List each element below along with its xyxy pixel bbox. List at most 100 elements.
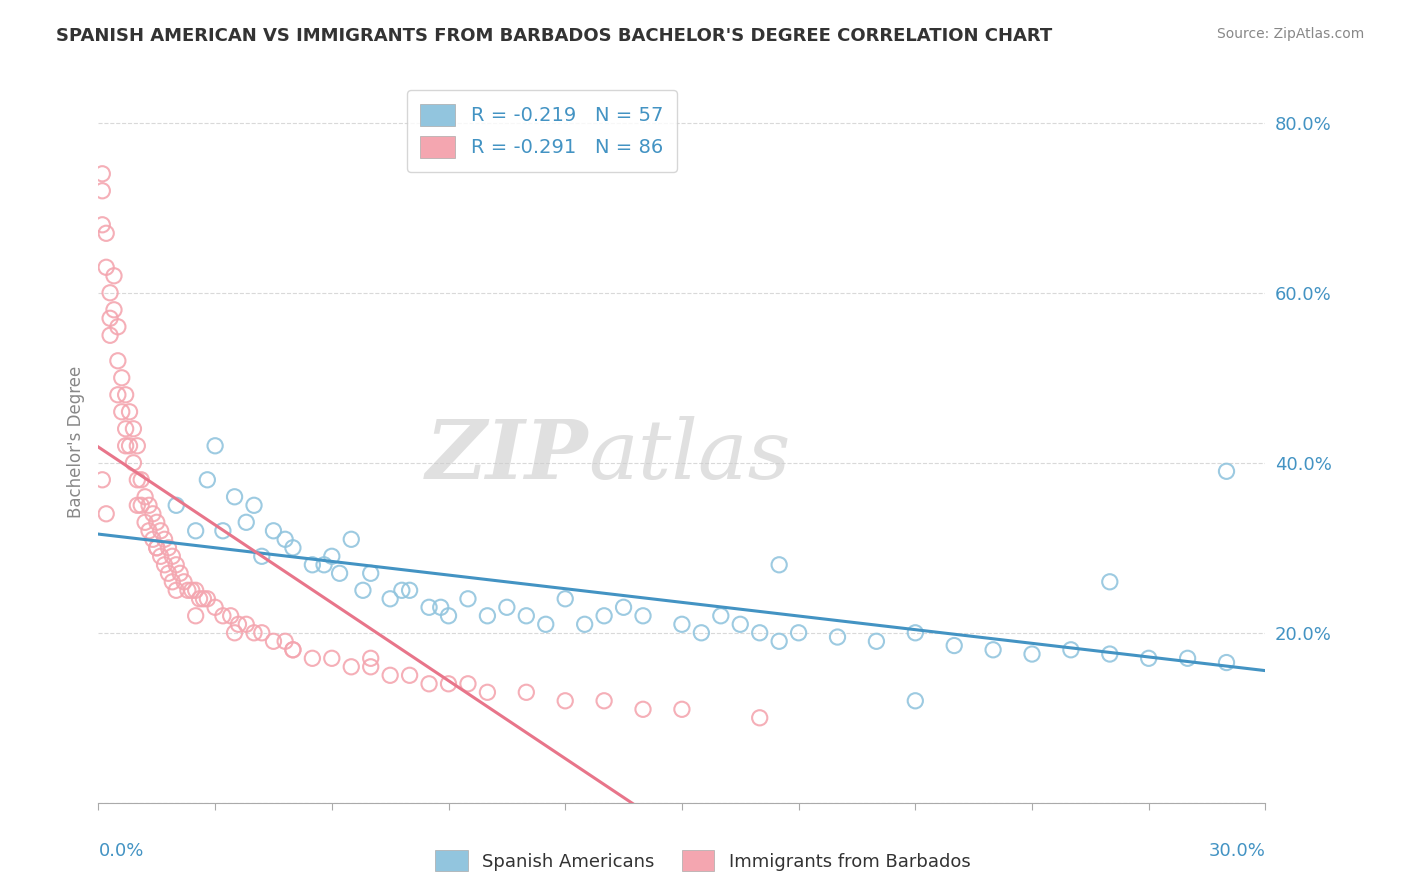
Point [477, 685, 499, 699]
Point [418, 677, 440, 691]
Point [593, 694, 616, 708]
Point [111, 405, 134, 419]
Point [1177, 651, 1199, 665]
Point [180, 583, 202, 598]
Point [184, 583, 207, 598]
Point [224, 625, 246, 640]
Point [219, 608, 242, 623]
Point [118, 405, 141, 419]
Point [1098, 574, 1121, 589]
Point [107, 388, 129, 402]
Point [340, 533, 363, 547]
Point [437, 608, 460, 623]
Point [122, 456, 145, 470]
Point [204, 439, 226, 453]
Point [262, 524, 284, 538]
Point [865, 634, 887, 648]
Point [690, 625, 713, 640]
Point [165, 498, 187, 512]
Point [224, 490, 246, 504]
Point [613, 600, 636, 615]
Point [768, 558, 790, 572]
Point [1098, 647, 1121, 661]
Point [981, 642, 1004, 657]
Point [787, 625, 810, 640]
Point [127, 473, 149, 487]
Point [91, 167, 114, 181]
Point [96, 260, 118, 275]
Point [96, 227, 118, 241]
Point [398, 583, 420, 598]
Point [748, 625, 770, 640]
Point [96, 507, 118, 521]
Point [177, 583, 200, 598]
Point [534, 617, 557, 632]
Text: 0.0%: 0.0% [98, 842, 143, 860]
Point [380, 668, 402, 682]
Point [193, 591, 215, 606]
Point [457, 591, 479, 606]
Point [593, 608, 616, 623]
Point [710, 608, 733, 623]
Point [312, 558, 335, 572]
Point [574, 617, 596, 632]
Legend: R = -0.219   N = 57, R = -0.291   N = 86: R = -0.219 N = 57, R = -0.291 N = 86 [406, 90, 676, 172]
Point [129, 498, 152, 512]
Point [122, 422, 145, 436]
Point [107, 319, 129, 334]
Point [360, 651, 382, 665]
Point [195, 473, 218, 487]
Point [204, 600, 226, 615]
Point [134, 490, 156, 504]
Point [212, 608, 235, 623]
Point [103, 268, 125, 283]
Point [188, 591, 211, 606]
Point [730, 617, 752, 632]
Point [281, 541, 304, 555]
Point [1215, 656, 1237, 670]
Point [228, 617, 250, 632]
Point [1060, 642, 1083, 657]
Text: Source: ZipAtlas.com: Source: ZipAtlas.com [1216, 27, 1364, 41]
Point [554, 591, 576, 606]
Point [391, 583, 413, 598]
Point [398, 668, 420, 682]
Point [477, 608, 499, 623]
Point [748, 711, 770, 725]
Y-axis label: Bachelor's Degree: Bachelor's Degree [66, 366, 84, 517]
Point [98, 285, 121, 300]
Point [146, 541, 169, 555]
Text: 30.0%: 30.0% [1209, 842, 1265, 860]
Point [118, 439, 141, 453]
Point [671, 617, 693, 632]
Point [146, 541, 169, 555]
Text: ZIP: ZIP [426, 416, 589, 496]
Point [301, 651, 323, 665]
Point [437, 677, 460, 691]
Point [340, 660, 363, 674]
Point [515, 685, 537, 699]
Point [142, 507, 165, 521]
Point [321, 549, 343, 564]
Point [250, 625, 273, 640]
Point [127, 439, 149, 453]
Point [103, 302, 125, 317]
Point [243, 625, 266, 640]
Point [149, 524, 172, 538]
Point [418, 600, 440, 615]
Point [91, 218, 114, 232]
Point [457, 677, 479, 691]
Point [496, 600, 519, 615]
Point [127, 498, 149, 512]
Point [91, 473, 114, 487]
Point [904, 625, 927, 640]
Point [380, 591, 402, 606]
Point [153, 533, 176, 547]
Point [274, 533, 297, 547]
Point [98, 328, 121, 343]
Text: atlas: atlas [589, 416, 792, 496]
Point [173, 574, 195, 589]
Point [146, 516, 169, 530]
Point [134, 516, 156, 530]
Point [235, 516, 257, 530]
